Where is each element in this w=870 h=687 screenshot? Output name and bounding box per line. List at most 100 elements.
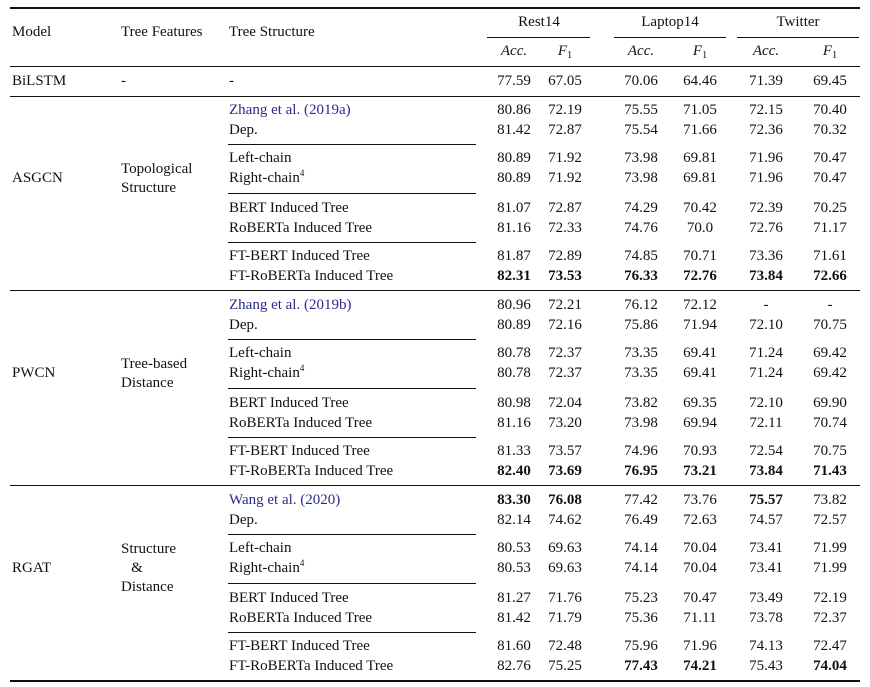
value-cell: 72.57 — [813, 511, 847, 528]
value-cell: 80.53 — [497, 540, 531, 556]
value-cell: 70.93 — [683, 443, 717, 459]
tree-structure-text: BERT Induced Tree — [229, 395, 349, 411]
group-rule — [228, 534, 476, 535]
tree-structure-text: Right-chain — [229, 559, 300, 576]
value-cell: 70.75 — [813, 443, 847, 459]
metric-label: Acc. — [752, 43, 780, 59]
value-cell: 69.42 — [813, 364, 847, 381]
value-cell: 72.76 — [683, 267, 717, 284]
value-cell: 76.08 — [548, 492, 582, 508]
value-cell: 80.89 — [497, 169, 531, 186]
value-cell: 72.12 — [683, 297, 717, 313]
value-cell: 75.23 — [624, 590, 658, 606]
value-cell: 73.21 — [683, 462, 717, 479]
value-cell: 74.14 — [624, 559, 658, 576]
tree-structure-label: Dep. — [229, 121, 258, 139]
value-cell: 80.53 — [497, 559, 531, 576]
citation-link[interactable]: Wang et al. (2020) — [229, 491, 340, 509]
tree-structure-text: Left-chain — [229, 150, 292, 166]
value-cell: 82.14 — [497, 511, 531, 528]
metric-header: Acc. — [501, 42, 527, 60]
section-rule — [10, 485, 860, 486]
value-cell: 81.33 — [497, 443, 531, 459]
tree-structure-label: FT-RoBERTa Induced Tree — [229, 267, 393, 285]
value-cell: 71.66 — [683, 121, 717, 138]
section-model: ASGCN — [12, 170, 63, 186]
value-cell: 67.05 — [548, 73, 582, 89]
value-cell: 82.40 — [497, 462, 531, 479]
group-rule — [228, 388, 476, 389]
value-cell: 72.37 — [813, 609, 847, 626]
metric-label: Acc. — [627, 43, 655, 59]
value-cell: 71.43 — [813, 462, 847, 479]
value-cell: 73.82 — [813, 492, 847, 508]
value-cell: 71.24 — [749, 364, 783, 381]
footnote-marker: 4 — [299, 362, 305, 373]
value-cell: 81.42 — [497, 609, 531, 626]
value-cell: 73.98 — [624, 150, 658, 166]
tree-structure-label: Right-chain4 — [229, 168, 304, 187]
tree-structure-label: Right-chain4 — [229, 362, 305, 382]
tree-structure-text: Left-chain — [229, 345, 292, 361]
value-cell: 73.49 — [749, 590, 783, 606]
value-cell: 71.96 — [749, 150, 783, 166]
tree-structure-text: Zhang et al. (2019a) — [229, 102, 351, 118]
value-cell: 69.41 — [683, 345, 717, 361]
value-cell: 72.37 — [548, 364, 582, 381]
citation-link[interactable]: Zhang et al. (2019b) — [229, 296, 351, 314]
group-rule — [228, 437, 476, 438]
value-cell: 72.11 — [749, 414, 783, 431]
cmidrule-rest14 — [487, 37, 590, 38]
value-cell: 75.25 — [548, 657, 582, 674]
header-tree-structure: Tree Structure — [229, 24, 315, 40]
baseline-rule — [10, 96, 860, 97]
value-cell: 72.04 — [548, 395, 582, 411]
tree-structure-label: Left-chain — [229, 149, 291, 167]
dataset-header: Laptop14 — [641, 14, 699, 30]
value-cell: 71.61 — [813, 248, 847, 264]
value-cell: 75.36 — [624, 609, 658, 626]
value-cell: 76.12 — [624, 297, 658, 313]
citation-link[interactable]: Zhang et al. (2019a) — [229, 101, 351, 119]
value-cell: 72.16 — [548, 316, 582, 333]
value-cell: 72.19 — [813, 590, 847, 606]
header-model: Model — [12, 24, 52, 40]
value-cell: 72.15 — [749, 102, 783, 118]
value-cell: 75.96 — [624, 638, 658, 654]
value-cell: 74.62 — [548, 511, 582, 528]
value-cell: - — [827, 297, 833, 313]
value-cell: 80.78 — [497, 345, 531, 361]
value-cell: 75.86 — [624, 316, 658, 333]
section-rule — [10, 290, 860, 291]
value-cell: 71.92 — [548, 150, 582, 166]
value-cell: 71.96 — [683, 638, 717, 654]
value-cell: 71.79 — [548, 609, 582, 626]
tree-structure-text: FT-BERT Induced Tree — [229, 443, 370, 459]
value-cell: 74.21 — [683, 657, 717, 674]
metric-label: F — [692, 43, 703, 59]
section-tree-features: Structure — [121, 179, 176, 196]
value-cell: 73.41 — [749, 559, 783, 576]
value-cell: 74.57 — [749, 511, 783, 528]
value-cell: 71.24 — [749, 345, 783, 361]
value-cell: 74.85 — [624, 248, 658, 264]
value-cell: 73.76 — [683, 492, 717, 508]
baseline-model: BiLSTM — [12, 73, 67, 89]
group-rule — [228, 144, 476, 145]
value-cell: 72.10 — [749, 316, 783, 333]
value-cell: 70.0 — [686, 219, 714, 236]
value-cell: 83.30 — [497, 492, 531, 508]
tree-structure-text: Right-chain — [229, 364, 300, 381]
tree-structure-text: RoBERTa Induced Tree — [229, 414, 373, 431]
value-cell: 72.54 — [749, 443, 783, 459]
value-cell: 73.41 — [749, 540, 783, 556]
tree-structure-text: RoBERTa Induced Tree — [229, 609, 373, 626]
value-cell: 72.37 — [548, 345, 582, 361]
value-cell: 72.19 — [548, 102, 582, 118]
metric-label: Acc. — [500, 43, 528, 59]
value-cell: 71.05 — [683, 102, 717, 118]
value-cell: 72.47 — [813, 638, 847, 654]
value-cell: 81.42 — [497, 121, 531, 138]
value-cell: 82.76 — [497, 657, 531, 674]
value-cell: 69.45 — [813, 73, 847, 89]
